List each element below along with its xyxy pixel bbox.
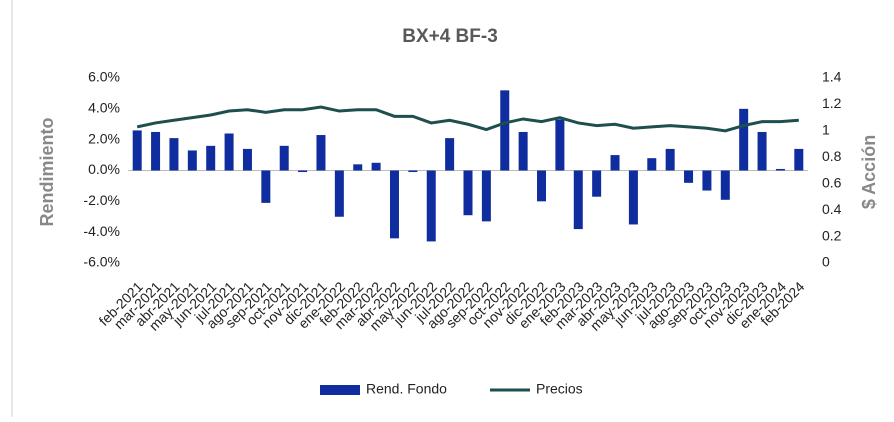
bar — [610, 155, 620, 171]
y-tick-label: -6.0% — [83, 254, 120, 270]
y2-tick-label: 1.4 — [822, 69, 842, 85]
bar — [316, 135, 326, 171]
bar — [224, 133, 234, 171]
bar — [445, 138, 455, 171]
chart-title: BX+4 BF-3 — [402, 26, 498, 47]
line — [136, 105, 799, 133]
y-axis-title: Rendimiento — [37, 117, 57, 226]
bar — [481, 170, 491, 222]
legend-swatch — [320, 385, 360, 395]
bar — [647, 158, 657, 171]
bar — [555, 119, 565, 171]
bar — [757, 131, 767, 171]
bar — [775, 168, 785, 171]
bar — [261, 170, 271, 203]
legend-label: Precios — [536, 381, 583, 397]
y-tick-label: -4.0% — [83, 223, 120, 239]
y-tick-label: -2.0% — [83, 192, 120, 208]
y-tick-label: 6.0% — [88, 69, 120, 85]
bar — [298, 170, 308, 173]
y2-tick-label: 0.8 — [822, 148, 842, 164]
bar — [371, 162, 381, 171]
bar — [187, 150, 197, 171]
bar — [628, 170, 638, 225]
y2-tick-label: 0.6 — [822, 174, 842, 190]
y-tick-label: 0.0% — [88, 161, 120, 177]
bar — [334, 170, 344, 217]
y2-axis-title: $ Acción — [859, 135, 879, 209]
y2-tick-label: 0 — [822, 254, 830, 270]
y2-tick-label: 1 — [822, 122, 830, 138]
bar — [518, 131, 528, 171]
bar — [408, 170, 418, 173]
y2-tick-label: 0.2 — [822, 227, 842, 243]
bar — [665, 148, 675, 171]
bar — [132, 130, 142, 171]
bar — [537, 170, 547, 202]
bar — [169, 138, 179, 171]
bar — [702, 170, 712, 191]
bar — [500, 90, 510, 171]
y-tick-label: 2.0% — [88, 130, 120, 146]
bar — [279, 145, 289, 171]
bar — [463, 170, 473, 216]
bar — [794, 148, 804, 171]
bar — [592, 170, 602, 197]
bar — [389, 170, 399, 239]
y2-tick-label: 0.4 — [822, 201, 842, 217]
y-tick-label: 4.0% — [88, 100, 120, 116]
bar — [573, 170, 583, 230]
bar — [151, 131, 161, 171]
legend-label: Rend. Fondo — [366, 381, 447, 397]
bar — [206, 145, 216, 171]
bar — [242, 148, 252, 171]
y2-tick-label: 1.2 — [822, 95, 842, 111]
bar — [353, 164, 363, 171]
bar — [739, 108, 749, 171]
bar — [426, 170, 436, 242]
bar — [684, 170, 694, 183]
bar — [720, 170, 730, 200]
